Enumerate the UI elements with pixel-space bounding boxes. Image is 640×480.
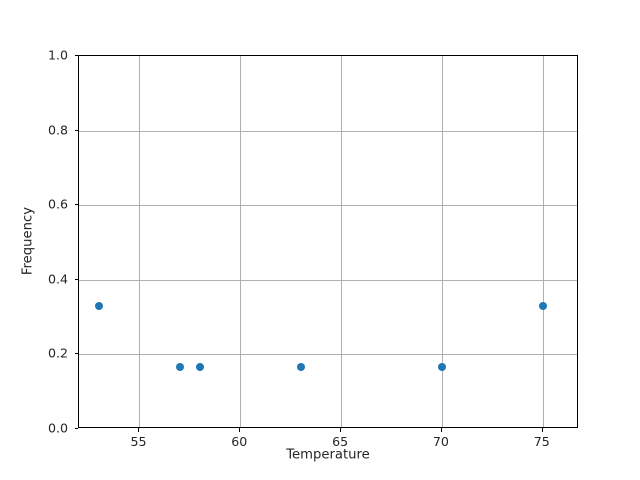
x-axis-tick-label: 55 bbox=[130, 434, 147, 449]
y-axis-tick-label: 0.6 bbox=[47, 196, 68, 212]
x-axis-tick bbox=[138, 428, 140, 432]
y-axis-tick-label: 1.0 bbox=[47, 47, 68, 63]
scatter-point bbox=[195, 363, 204, 372]
gridline-vertical bbox=[341, 56, 343, 427]
gridline-horizontal bbox=[79, 279, 577, 281]
y-axis-label: Frequency bbox=[20, 206, 36, 276]
gridline-vertical bbox=[441, 56, 443, 427]
scatter-point bbox=[538, 301, 547, 310]
y-axis-tick-label: 0.2 bbox=[47, 345, 68, 361]
plot-axes-frame bbox=[78, 55, 578, 428]
x-axis-tick-label: 65 bbox=[332, 434, 349, 449]
x-axis-tick-label: 70 bbox=[432, 434, 449, 449]
gridline-horizontal bbox=[79, 130, 577, 132]
y-axis-tick bbox=[74, 204, 78, 206]
gridline-horizontal bbox=[79, 354, 577, 356]
y-axis-tick bbox=[74, 278, 78, 280]
x-axis-tick bbox=[340, 428, 342, 432]
y-axis-tick bbox=[74, 129, 78, 131]
x-axis-tick bbox=[541, 428, 543, 432]
y-axis-tick bbox=[74, 353, 78, 355]
gridline-vertical bbox=[139, 56, 141, 427]
y-axis-tick-label: 0.4 bbox=[47, 271, 68, 287]
x-axis-tick-label: 75 bbox=[533, 434, 550, 449]
y-axis-tick bbox=[74, 55, 78, 56]
y-axis-tick bbox=[74, 428, 78, 429]
x-axis-tick bbox=[440, 428, 442, 432]
gridline-vertical bbox=[542, 56, 544, 427]
x-axis-label: Temperature bbox=[286, 447, 370, 463]
x-axis-tick bbox=[239, 428, 241, 432]
scatter-point bbox=[175, 363, 184, 372]
plot-area bbox=[79, 56, 577, 427]
x-axis-tick-label: 60 bbox=[231, 434, 248, 449]
gridline-vertical bbox=[240, 56, 242, 427]
scatter-point bbox=[95, 301, 104, 310]
gridline-horizontal bbox=[79, 205, 577, 207]
y-axis-tick-label: 0.0 bbox=[47, 420, 68, 436]
y-axis-tick-label: 0.8 bbox=[47, 122, 68, 138]
scatter-point bbox=[437, 363, 446, 372]
scatter-point bbox=[296, 363, 305, 372]
